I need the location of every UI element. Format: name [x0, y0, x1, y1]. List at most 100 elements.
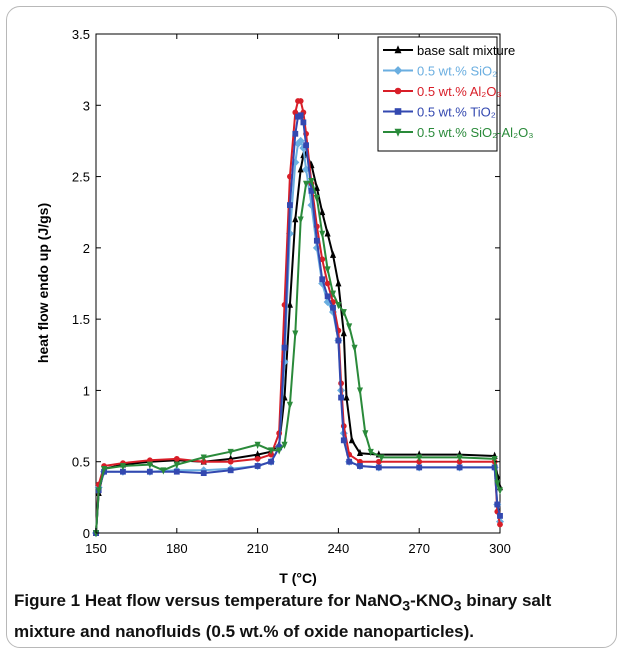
data-point [497, 521, 503, 528]
data-point [416, 454, 423, 462]
y-tick-label: 3 [83, 98, 90, 113]
data-point [335, 301, 342, 310]
data-point [292, 330, 299, 338]
data-point [343, 393, 350, 401]
data-point [173, 455, 180, 462]
x-tick-label: 240 [328, 541, 350, 556]
data-point [319, 230, 326, 238]
legend-marker [394, 108, 402, 115]
data-point [297, 165, 304, 173]
data-point [292, 214, 299, 223]
caption-text-c: binary salt mixture and nanofluids (0.5 … [14, 591, 552, 642]
series-layer [91, 98, 505, 538]
data-point [324, 293, 331, 300]
data-point [173, 468, 180, 475]
legend-marker [394, 128, 402, 137]
data-point [268, 447, 275, 455]
y-tick-label: 0.5 [72, 455, 90, 470]
x-tick-label: 210 [247, 541, 269, 556]
data-point [297, 98, 304, 104]
data-point [330, 304, 336, 311]
legend-label: 0.5 wt.% Al₂O₃ [417, 84, 502, 99]
y-tick-label: 0 [83, 526, 90, 541]
y-tick-label: 3.5 [72, 27, 90, 42]
data-point [324, 266, 331, 274]
chart: 150 180 210 240 270 300 0 0.5 1 1.5 2 2.5 3 3.5 T (°C… [35, 27, 534, 586]
x-tick-label: 180 [166, 541, 188, 556]
data-point [292, 130, 299, 137]
legend: base salt mixture 0.5 wt.% SiO₂ 0.5 wt.% A… [377, 36, 534, 152]
data-point [456, 454, 463, 462]
data-point [308, 177, 315, 186]
data-point [346, 323, 353, 331]
data-point [146, 468, 153, 475]
data-point [491, 455, 498, 464]
data-point [346, 458, 353, 465]
data-point [227, 448, 234, 457]
data-point [375, 464, 382, 471]
y-tick-label: 2.5 [72, 170, 90, 185]
data-point [356, 387, 363, 395]
series-group [92, 177, 504, 538]
data-point [313, 195, 320, 203]
legend-marker [394, 45, 402, 54]
data-point [303, 180, 310, 189]
legend-label: base salt mixture [417, 43, 515, 58]
data-point [313, 237, 320, 244]
data-point [146, 461, 153, 469]
x-tick-label: 270 [408, 541, 430, 556]
caption-text-a: Heat flow versus temperature for NaNO [80, 591, 403, 610]
data-point [351, 344, 358, 353]
legend-marker [394, 87, 402, 95]
data-point [335, 337, 342, 344]
x-tick-label: 300 [489, 541, 511, 556]
data-point [227, 467, 234, 474]
data-point [348, 435, 355, 444]
data-point [287, 202, 293, 208]
data-point [319, 207, 326, 216]
data-point [300, 119, 307, 126]
data-point [173, 461, 180, 469]
data-point [281, 344, 288, 351]
data-point [456, 464, 463, 471]
legend-label: 0.5 wt.% SiO₂ [417, 64, 497, 79]
data-point [324, 229, 331, 237]
caption-label: Figure 1 [14, 591, 81, 610]
y-axis-label: heat flow endo up (J/gs) [35, 203, 51, 363]
data-point [276, 447, 283, 455]
legend-label: 0.5 wt.% SiO₂-Al₂O₃ [417, 125, 534, 140]
data-point [416, 464, 423, 471]
data-point [319, 276, 326, 283]
data-point [297, 216, 304, 224]
data-point [296, 136, 305, 145]
data-point [496, 487, 504, 495]
data-point [286, 401, 293, 410]
data-point [200, 454, 207, 462]
data-point [494, 480, 501, 488]
y-tick-label: 1.5 [72, 312, 90, 327]
data-point [313, 183, 320, 191]
data-point [367, 448, 374, 457]
data-point [254, 455, 261, 462]
data-point [227, 458, 234, 465]
data-point [303, 142, 309, 149]
data-point [101, 465, 108, 474]
data-point [335, 279, 342, 287]
data-point [497, 512, 503, 519]
data-point [340, 309, 347, 317]
data-point [95, 487, 102, 495]
figure-caption: Figure 1 Heat flow versus temperature fo… [14, 588, 610, 644]
data-point [357, 463, 363, 469]
data-point [254, 441, 261, 449]
legend-label: 0.5 wt.% TiO₂ [417, 105, 496, 120]
x-tick-label: 150 [85, 541, 107, 556]
data-point [340, 437, 347, 444]
legend-marker [393, 66, 403, 75]
series-line [95, 114, 501, 534]
data-point [297, 112, 304, 119]
caption-sub-1: 3 [402, 598, 411, 615]
data-point [340, 329, 347, 337]
data-point [119, 463, 126, 471]
data-point [268, 458, 274, 465]
data-point [338, 394, 344, 401]
